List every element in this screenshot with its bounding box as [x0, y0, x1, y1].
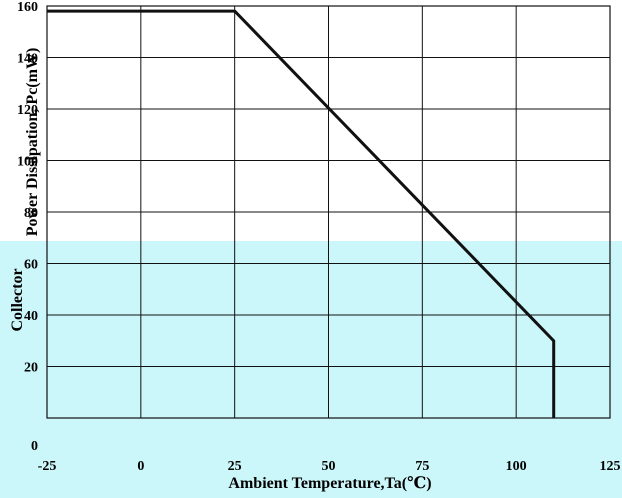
x-tick-label: 50: [322, 459, 336, 474]
y-tick-label: 0: [31, 439, 38, 454]
y-tick-label: 120: [17, 103, 38, 118]
derating-curve: [47, 9, 556, 418]
y-tick-label: 160: [17, 0, 38, 15]
y-tick-label: 60: [24, 258, 38, 273]
y-axis-title-lower: Collector: [9, 268, 26, 331]
x-tick-label: 75: [415, 459, 429, 474]
y-axis-title-upper: Power Dissipation, Pc(mW): [24, 48, 41, 237]
y-tick-labels: 0 20 40 60 80 100 120 140 160: [17, 0, 38, 454]
x-tick-label: -25: [38, 459, 57, 474]
y-tick-label: 80: [24, 206, 38, 221]
upper-background: [0, 0, 622, 241]
x-tick-label: 100: [506, 459, 527, 474]
plot-frame: [46, 5, 611, 419]
y-tick-label: 20: [24, 361, 38, 376]
y-tick-label: 100: [17, 155, 38, 170]
y-tick-label: 40: [24, 309, 38, 324]
y-tick-label: 140: [17, 52, 38, 67]
x-axis-title: Ambient Temperature,Ta(℃): [228, 475, 431, 492]
lower-background-band: [0, 241, 622, 498]
x-tick-label: 125: [600, 459, 621, 474]
x-tick-label: 25: [228, 459, 242, 474]
x-tick-labels: -25 0 25 50 75 100 125: [38, 459, 621, 474]
x-tick-label: 0: [137, 459, 144, 474]
